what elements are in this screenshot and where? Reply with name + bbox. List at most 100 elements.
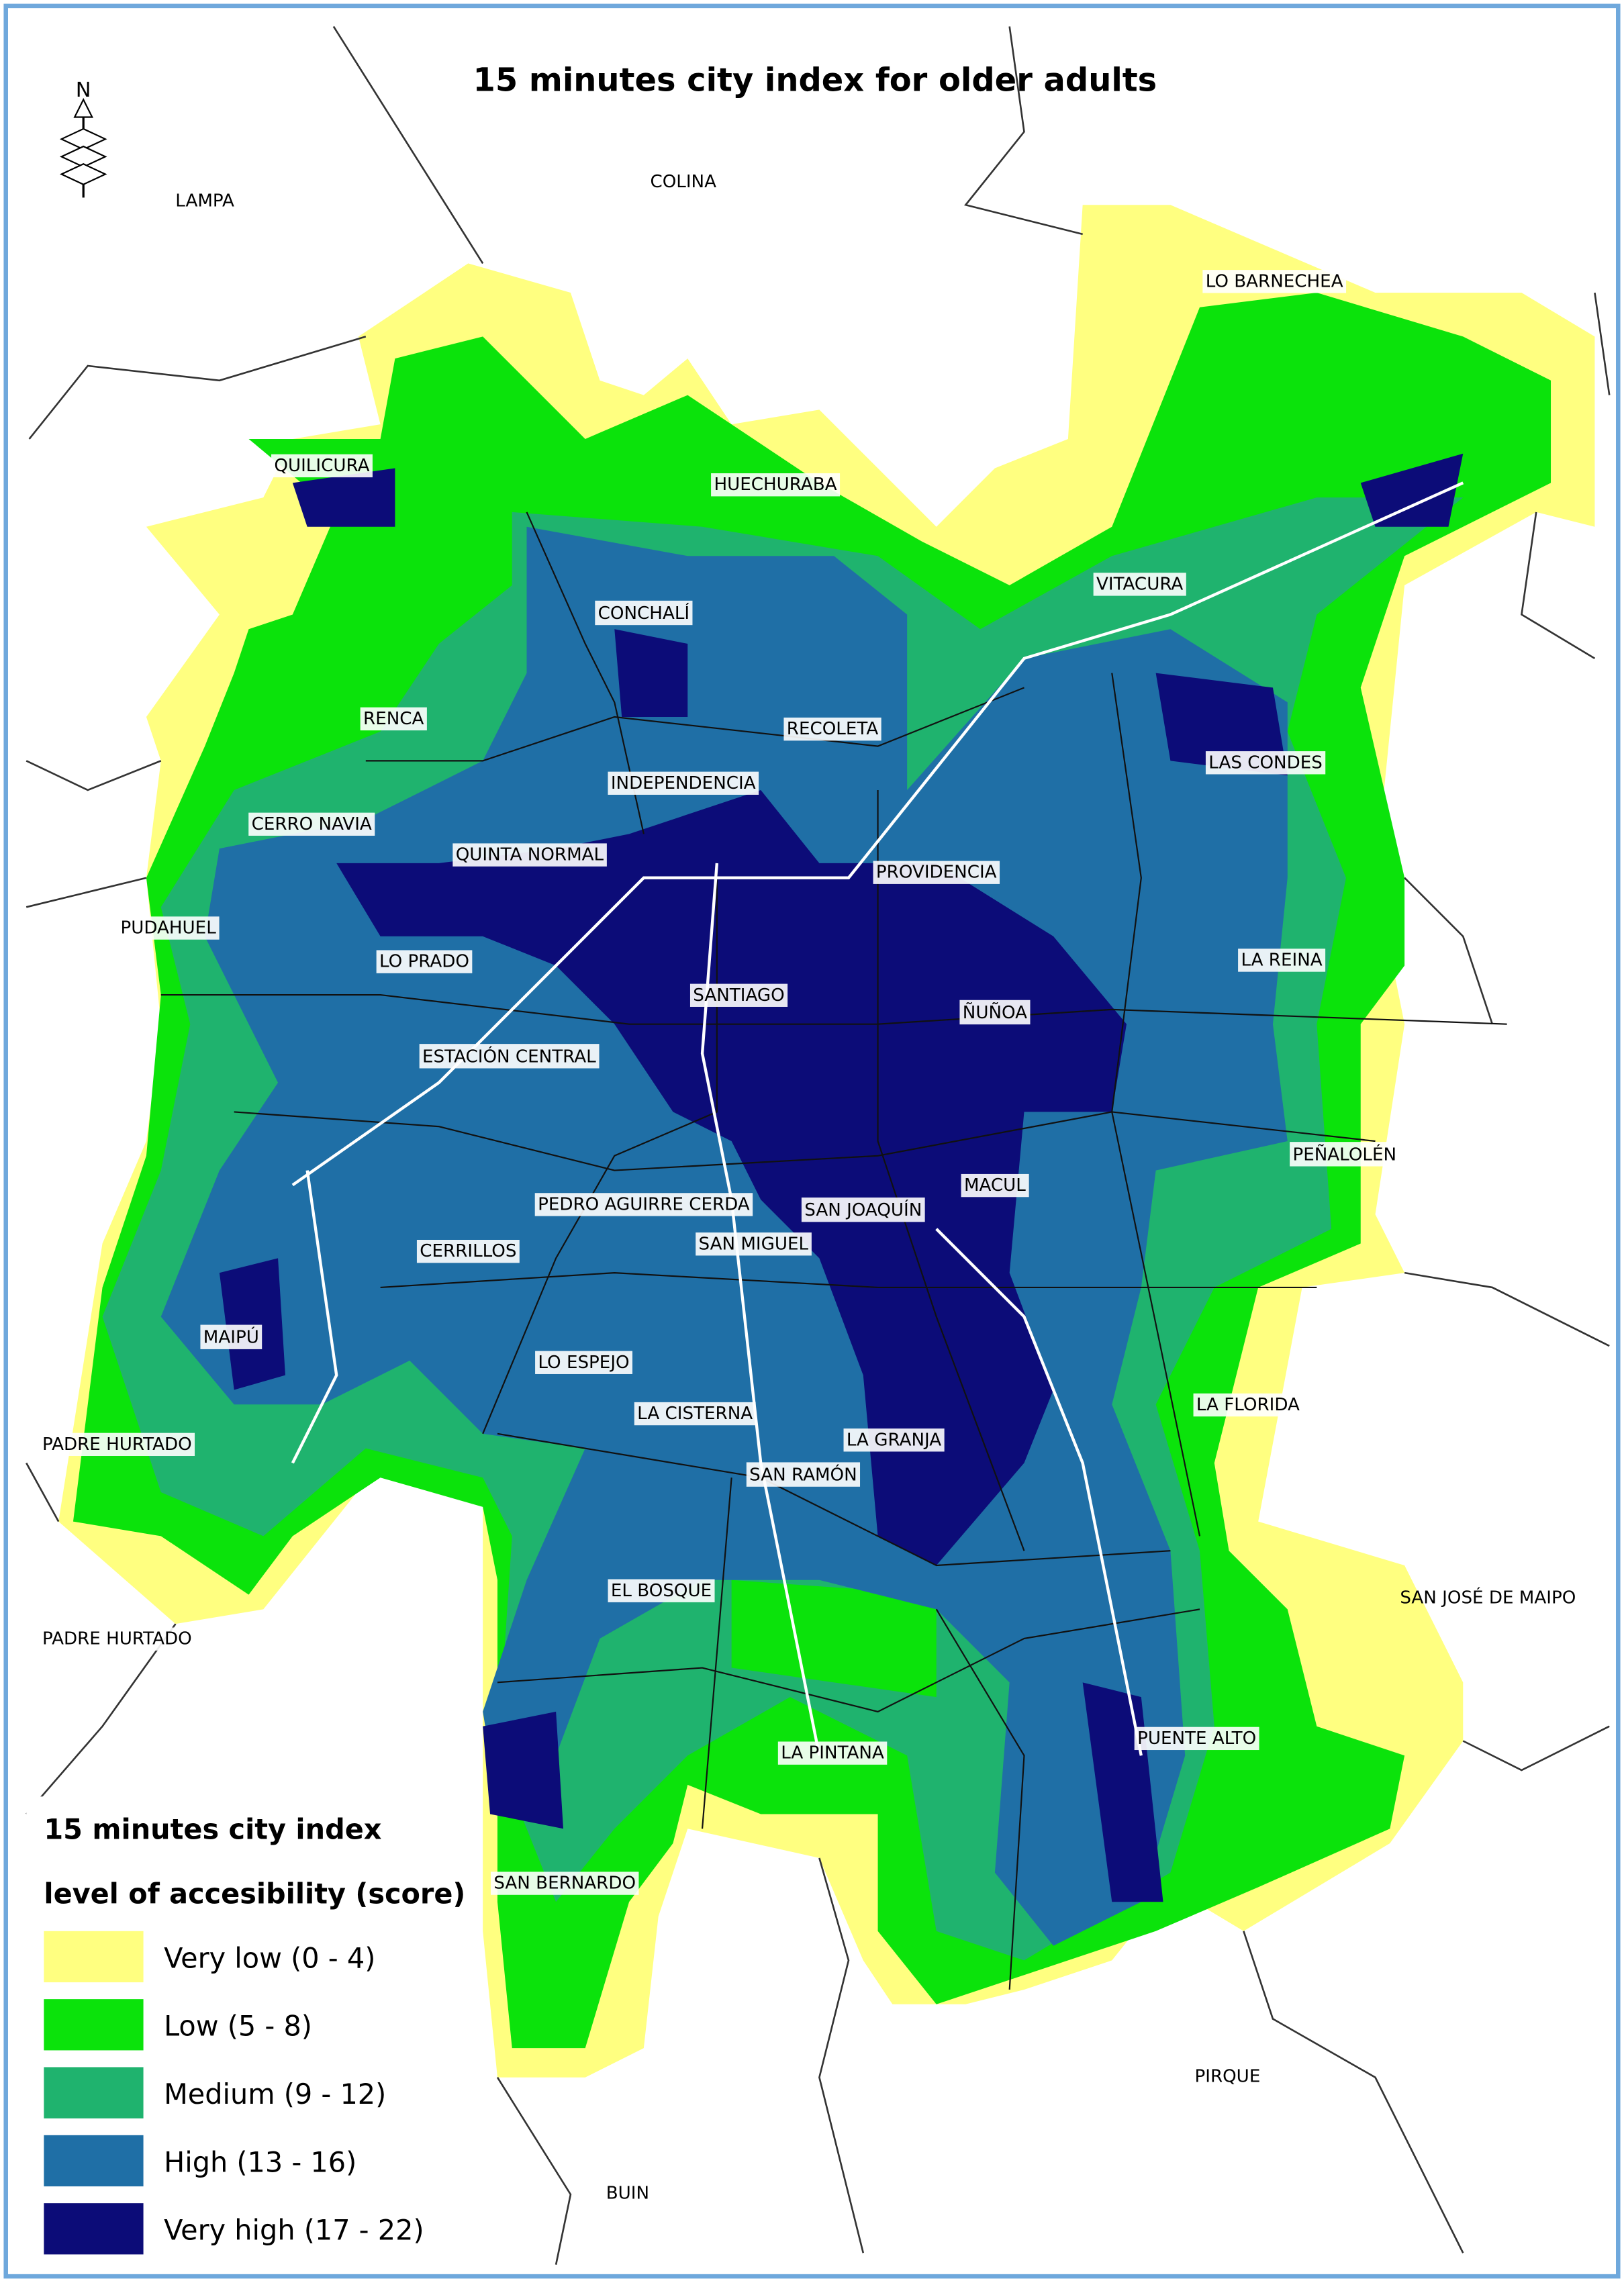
- place-label: QUILICURA: [274, 456, 369, 476]
- legend-swatch: [44, 2067, 144, 2119]
- place: SANTIAGO: [689, 983, 788, 1007]
- place: LO PRADO: [376, 950, 473, 973]
- place-label-bg: [608, 771, 759, 795]
- place-label: PIRQUE: [1194, 2066, 1260, 2086]
- place-label: PEÑALOLÉN: [1292, 1143, 1396, 1165]
- place-label: CERRO NAVIA: [252, 814, 372, 834]
- place-label: LO BARNECHEA: [1206, 271, 1343, 291]
- place: PUENTE ALTO: [1134, 1727, 1259, 1751]
- place-label: MACUL: [964, 1175, 1026, 1196]
- place-label: BUIN: [606, 2184, 649, 2204]
- place-label-bg: [39, 1627, 195, 1651]
- commune-boundaries: [160, 512, 1507, 1990]
- place-label: LA REINA: [1241, 950, 1322, 970]
- north-head: [73, 97, 94, 118]
- place-label: SAN BERNARDO: [493, 1874, 636, 1894]
- accessibility-zone: [614, 629, 688, 718]
- boundary: [497, 1432, 1171, 1567]
- place-label: PADRE HURTADO: [42, 1435, 192, 1455]
- place-label-bg: [419, 1044, 600, 1069]
- place: PEÑALOLÉN: [1290, 1142, 1400, 1167]
- boundary: [1404, 1271, 1610, 1347]
- place-label: SAN RAMÓN: [749, 1464, 857, 1486]
- place: PEDRO AGUIRRE CERDA: [534, 1193, 753, 1216]
- place-label: LA FLORIDA: [1196, 1395, 1300, 1415]
- place-label: MAIPÚ: [203, 1326, 259, 1348]
- boundary: [482, 863, 718, 1435]
- place-label: ÑUÑOA: [963, 1002, 1027, 1023]
- place-label-bg: [117, 916, 220, 940]
- legend-swatch: [44, 1999, 144, 2051]
- place-label-bg: [801, 1197, 925, 1222]
- place: CONCHALÍ: [595, 600, 693, 626]
- boundary: [818, 1857, 865, 2253]
- accessibility-zone: [219, 1258, 285, 1390]
- boundary: [496, 2077, 572, 2265]
- place: LA CISTERNA: [634, 1402, 756, 1426]
- place: LA GRANJA: [843, 1428, 945, 1452]
- boundary: [26, 877, 147, 908]
- place-label-bg: [452, 843, 607, 867]
- place: SAN JOSÉ DE MAIPO: [1400, 1587, 1576, 1608]
- place: RENCA: [360, 707, 427, 731]
- road: [291, 481, 1464, 1187]
- place-label-bg: [746, 1462, 861, 1487]
- place-label-bg: [39, 1432, 195, 1457]
- place: ÑUÑOA: [959, 1000, 1031, 1025]
- legend-title: 15 minutes city index: [44, 1814, 381, 1846]
- place-label: VITACURA: [1096, 574, 1183, 594]
- place-label: QUINTA NORMAL: [456, 845, 604, 865]
- legend-swatch: [44, 1931, 144, 1983]
- boundary: [497, 1608, 1200, 1713]
- place-label: SAN JOAQUÍN: [804, 1199, 922, 1220]
- place-label: LA CISTERNA: [637, 1404, 753, 1424]
- place-label-bg: [490, 1871, 639, 1895]
- place: PUDAHUEL: [117, 916, 220, 940]
- place: RECOLETA: [783, 717, 881, 741]
- place: PADRE HURTADO: [39, 1432, 195, 1457]
- boundary: [26, 760, 162, 791]
- legend-label: Very high (17 - 22): [164, 2215, 424, 2247]
- legend-label: High (13 - 16): [164, 2146, 356, 2178]
- place-label-bg: [1202, 270, 1347, 293]
- place-label: SAN JOSÉ DE MAIPO: [1400, 1587, 1576, 1608]
- place-label: LO PRADO: [379, 952, 469, 972]
- place-label: LAMPA: [175, 191, 234, 211]
- place: QUINTA NORMAL: [452, 843, 607, 867]
- place-label: PUDAHUEL: [120, 918, 216, 938]
- road: [291, 1170, 338, 1464]
- place-label: LAS CONDES: [1208, 752, 1323, 773]
- place: SAN BERNARDO: [490, 1871, 639, 1895]
- place-label-bg: [959, 1000, 1031, 1025]
- place-label: PROVIDENCIA: [876, 863, 997, 883]
- boundary: [964, 26, 1083, 236]
- place-label-bg: [961, 1173, 1029, 1198]
- accessibility-zone: [731, 1579, 937, 1698]
- place-label: SAN MIGUEL: [699, 1234, 809, 1254]
- region-boundaries: [26, 26, 1611, 2265]
- place-label: CERRILLOS: [420, 1241, 516, 1261]
- place-label: EL BOSQUE: [611, 1581, 712, 1601]
- place: QUILICURA: [271, 454, 373, 478]
- boundary: [1404, 877, 1494, 1025]
- place-label-bg: [783, 717, 881, 741]
- boundary: [877, 789, 1025, 1551]
- place-label-bg: [1134, 1727, 1259, 1751]
- place-label: COLINA: [650, 172, 716, 192]
- place: SAN JOAQUÍN: [801, 1197, 925, 1222]
- place-label-bg: [595, 600, 693, 626]
- place: VITACURA: [1093, 573, 1186, 596]
- place: LA PINTANA: [777, 1741, 888, 1765]
- boundary: [935, 1608, 1025, 1990]
- place: LO BARNECHEA: [1202, 270, 1347, 293]
- place-label-bg: [1093, 573, 1186, 596]
- accessibility-zone: [1155, 673, 1288, 776]
- place: BUIN: [606, 2184, 649, 2204]
- place-label-bg: [1238, 949, 1326, 972]
- place: LAMPA: [175, 191, 234, 211]
- place-label: SANTIAGO: [693, 985, 784, 1006]
- legend-label: Medium (9 - 12): [164, 2078, 386, 2110]
- place: LA FLORIDA: [1193, 1393, 1303, 1417]
